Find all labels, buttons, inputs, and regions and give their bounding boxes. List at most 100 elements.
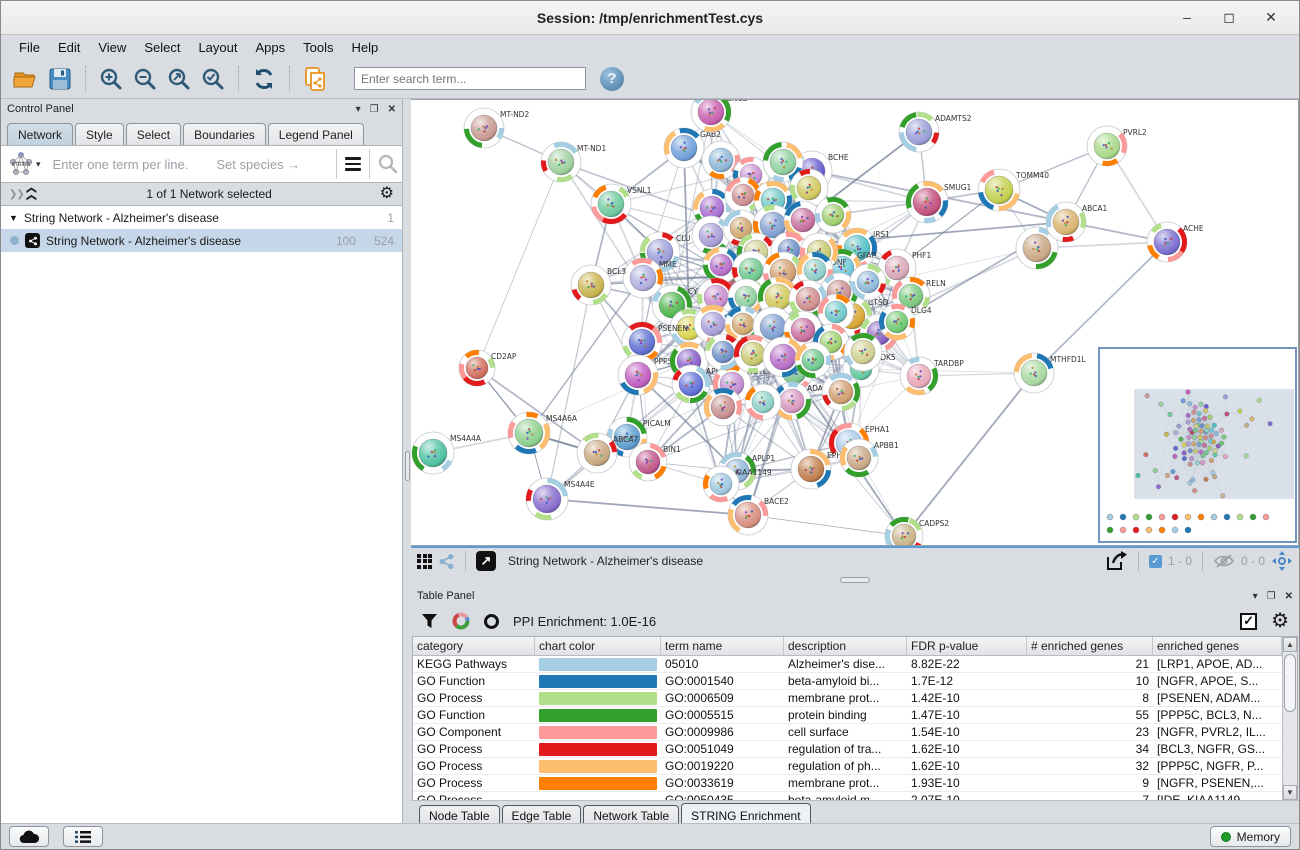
clone-network-button[interactable] xyxy=(298,63,332,95)
tab-network[interactable]: Network xyxy=(7,123,74,145)
query-placeholder[interactable]: Enter one term per line. xyxy=(52,156,189,172)
collection-caret-icon[interactable]: ▼ xyxy=(9,212,18,223)
scroll-thumb[interactable] xyxy=(1284,654,1296,712)
birdseye-navigator[interactable] xyxy=(1098,347,1297,543)
export-network-icon[interactable] xyxy=(1104,550,1128,572)
memory-button[interactable]: Memory xyxy=(1209,826,1291,847)
zoom-in-button[interactable] xyxy=(94,63,128,95)
menu-select[interactable]: Select xyxy=(144,39,181,55)
column-header-term-name[interactable]: term name xyxy=(661,637,784,656)
table-row[interactable]: GO Process GO:0051049 regulation of tra...… xyxy=(413,741,1282,758)
open-session-button[interactable] xyxy=(9,63,43,95)
node-EPHA5[interactable]: EPHA5 xyxy=(790,448,852,490)
node-TARDBP[interactable]: TARDBP xyxy=(899,356,964,396)
node[interactable] xyxy=(843,332,883,372)
panel-float-icon[interactable]: ❐ xyxy=(369,103,379,115)
tab-boundaries[interactable]: Boundaries xyxy=(183,123,266,145)
panel-float-icon[interactable]: ❐ xyxy=(1266,590,1276,602)
menu-edit[interactable]: Edit xyxy=(57,39,81,55)
node-MTHFD1L[interactable]: MTHFD1L xyxy=(1013,352,1087,394)
table-row[interactable]: KEGG Pathways 05010 Alzheimer's dise... 8.8… xyxy=(413,656,1282,673)
tab-node-table[interactable]: Node Table xyxy=(419,805,500,825)
table-scrollbar[interactable]: ▲ ▼ xyxy=(1282,637,1297,800)
scroll-up-icon[interactable]: ▲ xyxy=(1283,637,1297,652)
task-history-button[interactable] xyxy=(63,826,103,847)
menu-help[interactable]: Help xyxy=(351,39,379,55)
panel-close-icon[interactable]: ✕ xyxy=(387,103,396,115)
node[interactable] xyxy=(789,168,829,208)
maximize-button[interactable]: ◻ xyxy=(1223,9,1235,25)
zoom-selected-button[interactable] xyxy=(196,63,230,95)
tab-style[interactable]: Style xyxy=(75,123,124,145)
node-CADPS2[interactable]: CADPS2 xyxy=(884,516,949,545)
menu-apps[interactable]: Apps xyxy=(255,39,286,55)
panel-close-icon[interactable]: ✕ xyxy=(1284,590,1293,602)
string-protein-query-selector[interactable]: STRING ▾ xyxy=(5,151,45,177)
hidden-eye-icon[interactable] xyxy=(1213,553,1235,569)
splitter-handle[interactable] xyxy=(840,577,870,583)
grid-view-icon[interactable] xyxy=(417,553,432,569)
column-header-description[interactable]: description xyxy=(784,637,907,656)
table-row[interactable]: GO Process GO:0006509 membrane prot... 1.42… xyxy=(413,690,1282,707)
remove-chart-icon[interactable] xyxy=(484,613,499,629)
zoom-fit-button[interactable] xyxy=(162,63,196,95)
node-GAB2[interactable]: GAB2 xyxy=(663,127,721,169)
node-CD2AP[interactable]: CD2AP xyxy=(458,349,517,387)
column-header-chart-color[interactable]: chart color xyxy=(535,637,661,656)
pan-navigator-icon[interactable] xyxy=(1271,550,1293,572)
tab-select[interactable]: Select xyxy=(125,123,182,145)
node[interactable] xyxy=(733,334,773,374)
node-BACE2[interactable]: BACE2 xyxy=(727,494,789,536)
node-APBB1[interactable]: APBB1 xyxy=(839,438,899,478)
node-ACHE[interactable]: ACHE xyxy=(1146,221,1204,263)
node[interactable] xyxy=(762,336,804,378)
node-MT-ND2[interactable]: MT-ND2 xyxy=(463,107,529,149)
network-row[interactable]: String Network - Alzheimer's disease 100… xyxy=(1,229,402,252)
minimize-button[interactable]: – xyxy=(1183,9,1191,25)
string-app-icon[interactable]: ↗ xyxy=(476,551,496,571)
node-PPP5C[interactable]: PPP5C xyxy=(617,354,678,396)
node[interactable] xyxy=(744,383,782,421)
node-ABCA7[interactable]: ABCA7 xyxy=(576,432,639,474)
select-rows-checkbox[interactable]: ✓ xyxy=(1240,612,1258,630)
node-TOMM40[interactable]: TOMM40 xyxy=(977,168,1049,212)
table-row[interactable]: GO Function GO:0001540 beta-amyloid bi... 1… xyxy=(413,673,1282,690)
node[interactable] xyxy=(817,293,855,331)
menu-layout[interactable]: Layout xyxy=(198,39,238,55)
save-session-button[interactable] xyxy=(43,63,77,95)
filter-icon[interactable] xyxy=(421,613,438,629)
menu-view[interactable]: View xyxy=(98,39,127,55)
node-MME[interactable]: MME xyxy=(622,257,677,299)
column-header-enriched-genes[interactable]: enriched genes xyxy=(1153,637,1282,656)
node-CHAT[interactable]: CHAT xyxy=(1015,226,1074,270)
species-selector[interactable]: Set species → xyxy=(216,156,301,172)
table-row[interactable]: GO Process GO:0033619 membrane prot... 1.93… xyxy=(413,775,1282,792)
column-header-FDR-p-value[interactable]: FDR p-value xyxy=(907,637,1027,656)
node-SNCB[interactable]: SNCB xyxy=(690,100,748,133)
selected-nodes-checkbox[interactable]: ✓ xyxy=(1148,554,1162,568)
node-PVRL2[interactable]: PVRL2 xyxy=(1086,125,1147,167)
table-row[interactable]: GO Component GO:0009986 cell surface 1.54E-… xyxy=(413,724,1282,741)
share-view-icon[interactable] xyxy=(438,553,455,570)
panel-menu-icon[interactable]: ▾ xyxy=(1252,590,1258,602)
tab-string-enrichment[interactable]: STRING Enrichment xyxy=(681,803,811,825)
node-BIN1[interactable]: BIN1 xyxy=(628,442,681,482)
node[interactable] xyxy=(814,196,852,234)
node[interactable] xyxy=(783,200,823,240)
expand-all-icon[interactable]: ❯❯ xyxy=(25,186,37,202)
network-canvas[interactable]: MT-ND2 MT-ND1 VSNL1 GAB2 SNCB ADAMTS2 PVRL2 TOM… xyxy=(411,99,1299,546)
node-SMUG1[interactable]: SMUG1 xyxy=(905,180,972,224)
node[interactable] xyxy=(821,372,861,412)
node-MT-ND1[interactable]: MT-ND1 xyxy=(540,141,606,183)
vertical-splitter[interactable] xyxy=(403,99,411,823)
node[interactable] xyxy=(794,341,832,379)
scroll-down-icon[interactable]: ▼ xyxy=(1283,785,1297,800)
query-options-icon[interactable] xyxy=(345,157,361,171)
splitter-handle[interactable] xyxy=(404,451,410,481)
refresh-button[interactable] xyxy=(247,63,281,95)
node-PSENEN[interactable]: PSENEN xyxy=(621,321,688,363)
search-input[interactable] xyxy=(354,67,586,90)
network-graph[interactable]: MT-ND2 MT-ND1 VSNL1 GAB2 SNCB ADAMTS2 PVRL2 TOM… xyxy=(411,100,1299,545)
network-collection-row[interactable]: ▼ String Network - Alzheimer's disease 1 xyxy=(1,206,402,229)
node-MS4A4E[interactable]: MS4A4E xyxy=(525,477,595,521)
